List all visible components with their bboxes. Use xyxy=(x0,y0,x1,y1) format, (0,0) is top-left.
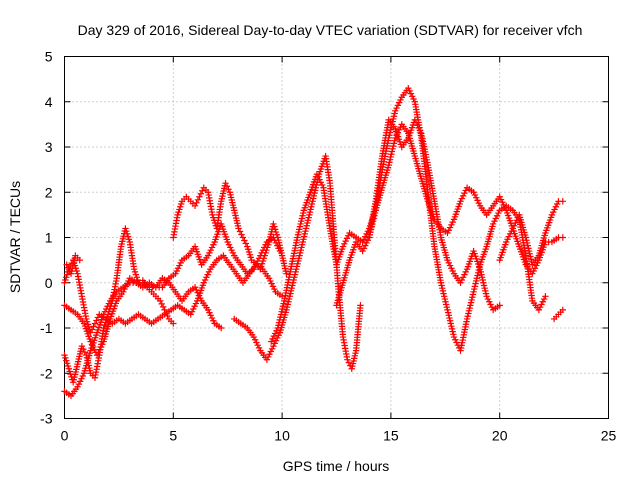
data-point xyxy=(238,231,245,238)
data-point xyxy=(241,237,248,244)
y-tick-label: 3 xyxy=(45,139,53,155)
series-arc-4 xyxy=(61,275,225,359)
data-point xyxy=(159,303,167,311)
data-point xyxy=(344,356,351,363)
data-point xyxy=(80,345,87,353)
tick-layer: 0 5 10 15 20 25 -3 -2 -1 0 1 2 3 4 5 xyxy=(40,49,616,444)
data-point xyxy=(283,270,290,277)
x-tick-label: 15 xyxy=(383,428,399,444)
data-point xyxy=(88,326,96,333)
x-tick-label: 25 xyxy=(601,428,617,444)
data-point xyxy=(235,225,242,232)
data-point xyxy=(194,196,202,203)
data-point xyxy=(559,306,567,314)
x-tick-label: 5 xyxy=(169,428,177,444)
y-tick-label: 2 xyxy=(45,184,53,200)
y-tick-label: 5 xyxy=(45,49,53,65)
data-point xyxy=(93,317,100,324)
y-tick-label: -2 xyxy=(40,365,53,381)
data-point xyxy=(559,198,567,205)
data-point xyxy=(197,190,205,197)
series-arc-12 xyxy=(63,252,83,277)
series-arc-6 xyxy=(231,152,364,372)
data-point xyxy=(357,302,364,309)
data-point xyxy=(239,234,247,241)
x-tick-label: 0 xyxy=(61,428,69,444)
y-tick-label: -3 xyxy=(40,411,53,427)
mark-layer xyxy=(61,84,567,400)
data-point xyxy=(87,329,94,336)
data-point xyxy=(225,186,232,193)
data-point xyxy=(157,297,164,305)
data-point xyxy=(191,202,199,210)
chart-title: Day 329 of 2016, Sidereal Day-to-day VTE… xyxy=(78,22,583,38)
data-point xyxy=(345,359,353,366)
series-arc-10 xyxy=(496,198,567,268)
data-point xyxy=(63,261,70,268)
data-point xyxy=(76,256,83,264)
x-axis-title: GPS time / hours xyxy=(283,458,390,474)
data-point xyxy=(78,342,86,350)
data-point xyxy=(542,293,549,300)
y-axis-title: SDTVAR / TECUs xyxy=(7,181,23,293)
data-point xyxy=(222,180,229,187)
data-point xyxy=(170,320,177,327)
series-arc-5 xyxy=(170,180,290,277)
data-point xyxy=(64,264,72,271)
data-point xyxy=(559,234,567,241)
x-tick-label: 20 xyxy=(492,428,508,444)
y-tick-label: 4 xyxy=(45,94,53,110)
data-point xyxy=(193,199,200,207)
data-point xyxy=(90,323,97,330)
y-tick-label: 0 xyxy=(45,275,53,291)
data-point xyxy=(81,348,89,356)
y-tick-label: 1 xyxy=(45,230,53,246)
x-tick-label: 10 xyxy=(274,428,290,444)
series-arc-8 xyxy=(333,84,549,354)
data-point xyxy=(196,193,203,200)
series-arc-9 xyxy=(365,116,503,314)
y-tick-label: -1 xyxy=(40,320,53,336)
series-arc-11 xyxy=(550,306,567,323)
data-point xyxy=(91,320,99,327)
data-point xyxy=(199,187,206,194)
data-point xyxy=(223,183,231,190)
data-point xyxy=(242,240,250,247)
series-arc-1 xyxy=(61,225,177,386)
data-point xyxy=(236,228,244,235)
data-point xyxy=(496,302,503,309)
data-point xyxy=(217,324,225,332)
data-point xyxy=(94,314,102,321)
data-point xyxy=(158,300,165,308)
